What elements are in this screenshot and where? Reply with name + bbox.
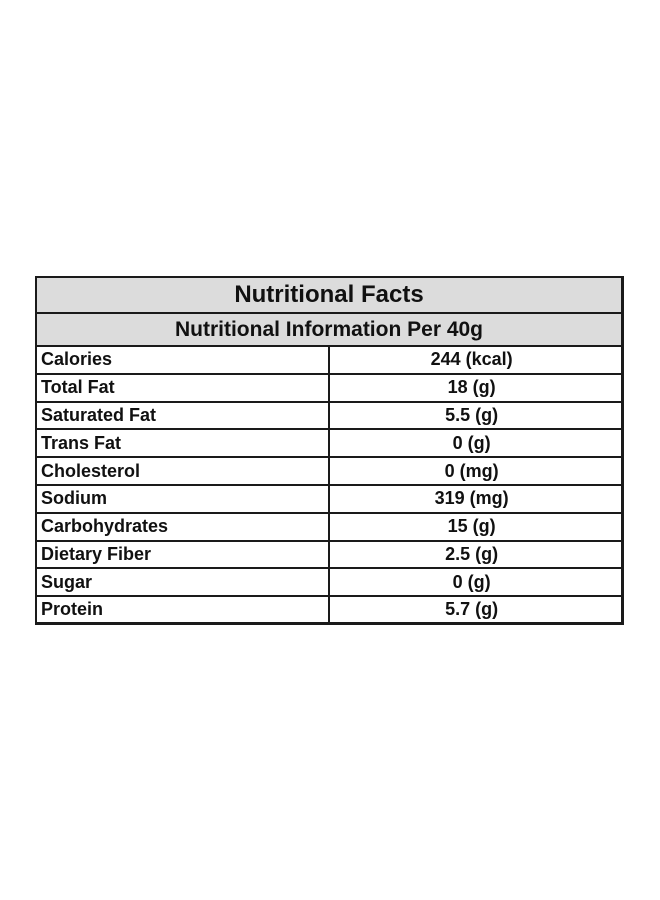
table-row: Protein 5.7 (g) — [34, 595, 625, 626]
nutrient-label: Sugar — [34, 567, 331, 598]
nutrient-value: 2.5 (g) — [328, 539, 625, 570]
subtitle-row: Nutritional Information Per 40g — [35, 312, 624, 347]
nutrient-value: 5.5 (g) — [328, 400, 625, 431]
nutrient-label: Dietary Fiber — [34, 539, 331, 570]
table-row: Trans Fat 0 (g) — [34, 428, 625, 459]
nutrient-value: 244 (kcal) — [328, 345, 625, 375]
table-row: Sugar 0 (g) — [34, 567, 625, 598]
nutrient-label: Protein — [34, 595, 331, 626]
nutrient-value: 18 (g) — [328, 372, 625, 403]
nutrient-value: 5.7 (g) — [328, 595, 625, 626]
nutrient-value: 0 (g) — [328, 428, 625, 459]
table-subtitle: Nutritional Information Per 40g — [35, 312, 624, 347]
nutrient-value: 0 (mg) — [328, 456, 625, 486]
nutrient-value: 319 (mg) — [328, 483, 625, 514]
table-row: Sodium 319 (mg) — [34, 483, 625, 514]
nutrient-label: Cholesterol — [34, 456, 331, 486]
nutrient-label: Total Fat — [34, 372, 331, 403]
table-row: Dietary Fiber 2.5 (g) — [34, 539, 625, 570]
table-row: Carbohydrates 15 (g) — [34, 511, 625, 542]
table-row: Calories 244 (kcal) — [34, 345, 625, 375]
table-row: Total Fat 18 (g) — [34, 372, 625, 403]
nutrient-label: Trans Fat — [34, 428, 331, 459]
table-row: Cholesterol 0 (mg) — [34, 456, 625, 486]
nutrient-label: Sodium — [34, 483, 331, 514]
nutrient-value: 15 (g) — [328, 511, 625, 542]
title-row: Nutritional Facts — [35, 276, 624, 314]
table-row: Saturated Fat 5.5 (g) — [34, 400, 625, 431]
table-title: Nutritional Facts — [35, 276, 624, 314]
nutrient-label: Carbohydrates — [34, 511, 331, 542]
nutrient-label: Calories — [34, 345, 331, 375]
nutrient-value: 0 (g) — [328, 567, 625, 598]
nutrient-label: Saturated Fat — [34, 400, 331, 431]
nutrition-facts-table: Nutritional Facts Nutritional Informatio… — [34, 276, 625, 626]
